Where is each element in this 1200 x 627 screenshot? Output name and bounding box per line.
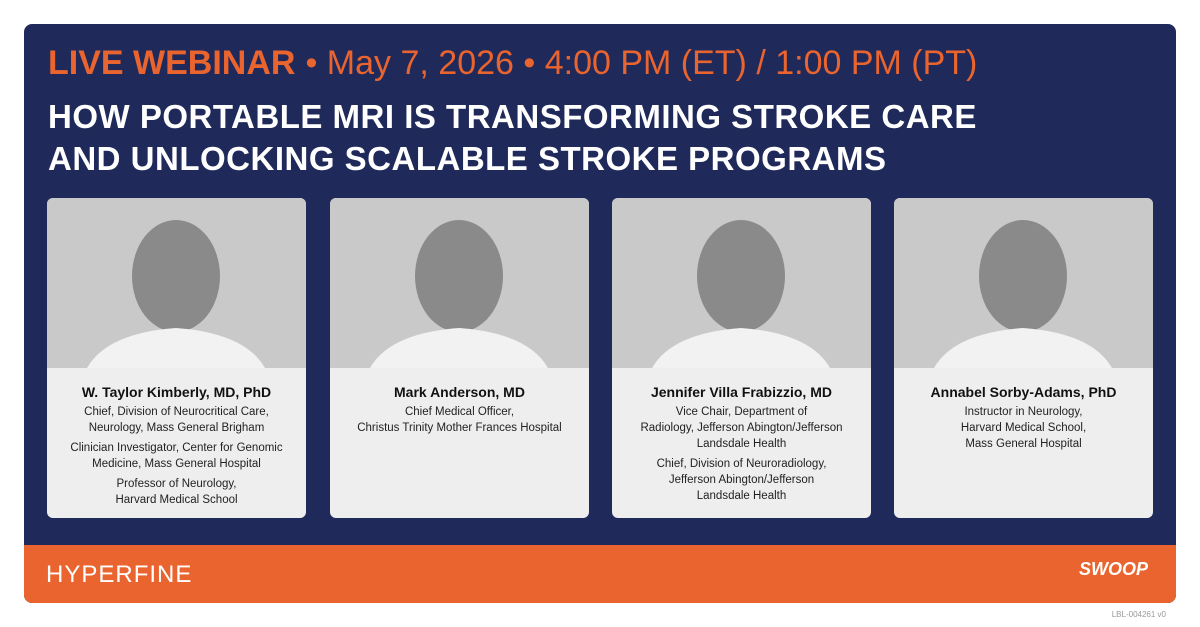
speaker-photo [894,198,1153,368]
speaker-card: Mark Anderson, MD Chief Medical Officer, C… [330,198,589,518]
role-group: Chief Medical Officer, Christus Trinity M… [330,404,589,436]
head [979,220,1067,332]
shoulders [652,328,830,368]
role-line: Radiology, Jefferson Abington/Jefferson [640,422,843,434]
role-line: Harvard Medical School [115,494,238,506]
role-group: Professor of Neurology, Harvard Medical S… [47,476,306,508]
head [132,220,220,332]
header: LIVE WEBINAR • May 7, 2026 • 4:00 PM (ET)… [48,44,977,83]
speaker-roles: Vice Chair, Department of Radiology, Jeff… [612,404,871,508]
document-code: LBL-004261 v0 [1111,610,1166,619]
role-line: Chief Medical Officer, [404,406,515,418]
role-line: Clinician Investigator, Center for Genom… [70,442,283,454]
speaker-card: W. Taylor Kimberly, MD, PhD Chief, Divisi… [47,198,306,518]
role-group: Chief, Division of Neurocritical Care, Ne… [47,404,306,436]
role-line: Landsdale Health [696,438,787,450]
role-line: Jefferson Abington/Jefferson [668,474,815,486]
portrait [370,220,548,368]
speaker-roles: Chief Medical Officer, Christus Trinity M… [330,404,589,440]
role-line: Medicine, Mass General Hospital [92,458,261,470]
portrait [934,220,1112,368]
portrait [652,220,830,368]
role-line: Chief, Division of Neuroradiology, [656,458,827,470]
shoulders [370,328,548,368]
role-line: Landsdale Health [696,490,787,502]
role-group: Instructor in Neurology, Harvard Medical … [894,404,1153,452]
role-line: Professor of Neurology, [116,478,237,490]
speaker-name: W. Taylor Kimberly, MD, PhD [81,384,272,400]
role-line: Vice Chair, Department of [675,406,808,418]
banner: LIVE WEBINAR • May 7, 2026 • 4:00 PM (ET)… [24,24,1176,603]
head [697,220,785,332]
date-time: • May 7, 2026 • 4:00 PM (ET) / 1:00 PM (… [305,44,978,82]
role-line: Chief, Division of Neurocritical Care, [84,406,269,418]
role-line: Neurology, Mass General Brigham [88,422,265,434]
role-line: Mass General Hospital [965,438,1082,450]
speaker-photo [330,198,589,368]
speaker-photo [47,198,306,368]
head [415,220,503,332]
portrait [87,220,265,368]
role-line: Christus Trinity Mother Frances Hospital [357,422,562,434]
live-label: LIVE WEBINAR [48,44,296,82]
speaker-name: Annabel Sorby-Adams, PhD [930,384,1117,400]
role-group: Chief, Division of Neuroradiology, Jeffer… [612,456,871,504]
speaker-roles: Instructor in Neurology, Harvard Medical … [894,404,1153,456]
role-group: Vice Chair, Department of Radiology, Jeff… [612,404,871,452]
footer: HYPERFINE SWOOP [24,545,1176,603]
swoop-logo: SWOOP [1078,559,1148,579]
role-line: Harvard Medical School, [960,422,1087,434]
speaker-name: Mark Anderson, MD [394,384,525,400]
speaker-roles: Chief, Division of Neurocritical Care, Ne… [47,404,306,512]
shoulders [87,328,265,368]
speaker-name: Jennifer Villa Frabizzio, MD [650,384,832,400]
role-line: Instructor in Neurology, [964,406,1083,418]
title-line: AND UNLOCKING SCALABLE STROKE PROGRAMS [48,140,887,177]
title-line: HOW PORTABLE MRI IS TRANSFORMING STROKE … [48,98,977,135]
speaker-card: Annabel Sorby-Adams, PhD Instructor in Ne… [894,198,1153,518]
hyperfine-logo: HYPERFINE [46,561,193,588]
speaker-photo [612,198,871,368]
speaker-card: Jennifer Villa Frabizzio, MD Vice Chair, … [612,198,871,518]
role-group: Clinician Investigator, Center for Genom… [47,440,306,472]
shoulders [934,328,1112,368]
